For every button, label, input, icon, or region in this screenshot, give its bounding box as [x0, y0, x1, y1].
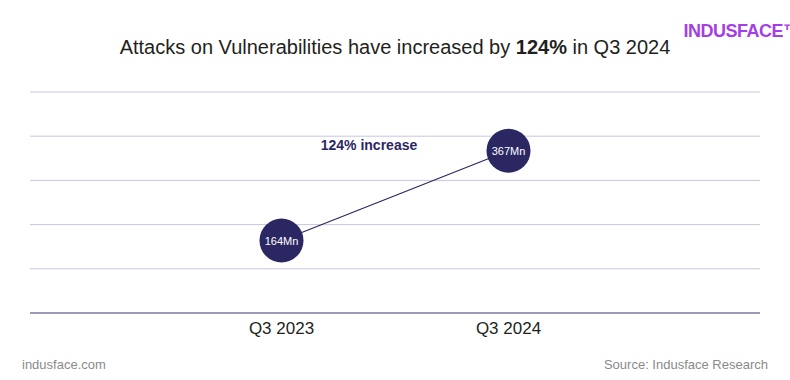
annotation: 124% increase: [321, 137, 418, 153]
data-point: [487, 129, 531, 173]
grid-line: [30, 92, 760, 93]
chart-root: Attacks on Vulnerabilities have increase…: [0, 0, 790, 380]
source: Source: Indusface Research: [604, 357, 768, 372]
chart-title: Attacks on Vulnerabilities have increase…: [120, 36, 671, 58]
y-axis-line: [30, 92, 31, 313]
data-line: [282, 151, 509, 241]
data-point: [260, 219, 304, 263]
title-part: 124%: [516, 36, 567, 58]
title-part: Attacks on Vulnerabilities have increase…: [120, 36, 516, 58]
chart-svg: Attacks on Vulnerabilities have increase…: [0, 0, 790, 380]
title-part: in Q3 2024: [567, 36, 670, 58]
grid-line: [30, 224, 760, 225]
data-label: 367Mn: [492, 145, 526, 157]
logo: INDUSFACE™: [683, 21, 790, 41]
marks: [260, 129, 531, 263]
x-tick-label: Q3 2024: [476, 319, 541, 338]
x-tick-label: Q3 2023: [249, 319, 314, 338]
footer: indusface.com: [22, 357, 106, 372]
data-label: 164Mn: [265, 235, 299, 247]
grid-line: [30, 268, 760, 269]
grid-line: [30, 180, 760, 181]
baseline: [30, 312, 760, 313]
